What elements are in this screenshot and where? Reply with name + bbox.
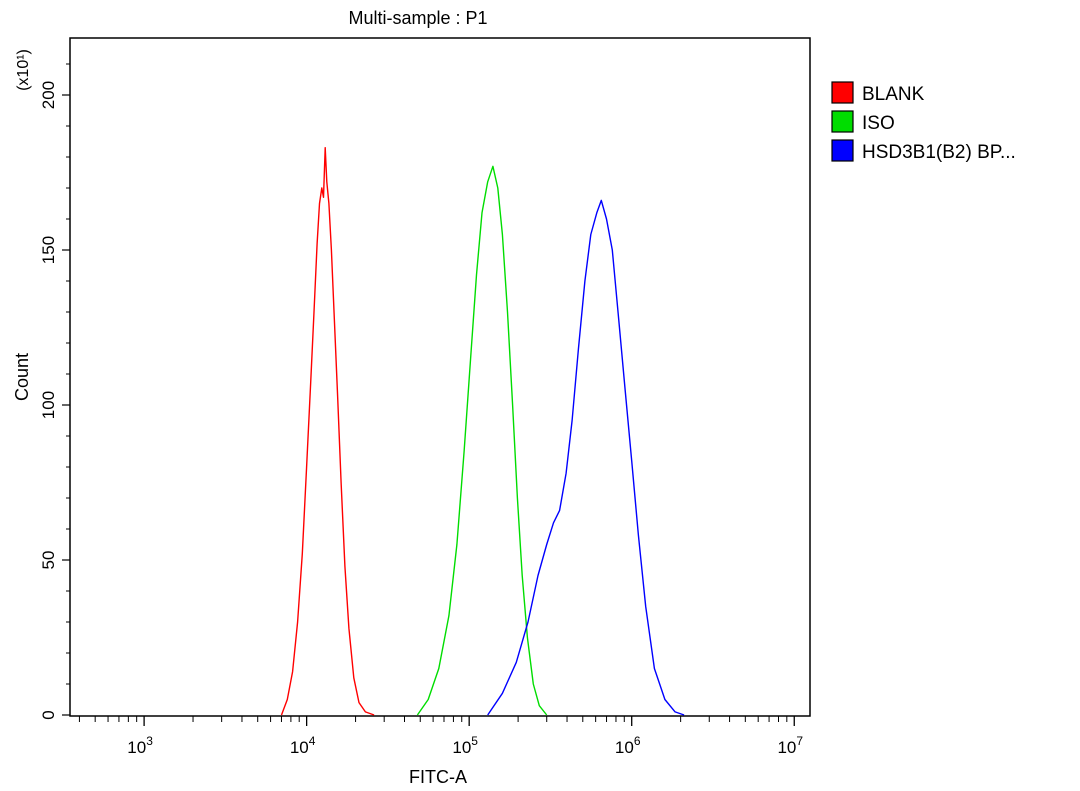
x-tick-exponent: 3 [146, 734, 153, 748]
y-axis-label: Count [12, 353, 32, 401]
x-tick-label: 106 [615, 734, 641, 757]
x-tick-exponent: 4 [309, 734, 316, 748]
series-line-hsd3b1 [487, 199, 685, 716]
x-tick-exponent: 7 [796, 734, 803, 748]
series-line-iso [416, 165, 548, 716]
x-tick-base: 10 [615, 738, 634, 757]
legend-label: BLANK [862, 84, 925, 105]
y-tick-label: 200 [39, 81, 58, 109]
legend: BLANK ISO HSD3B1(B2) BP... [831, 81, 1016, 163]
x-tick-label: 103 [127, 734, 153, 757]
x-tick-label: 104 [290, 734, 316, 757]
y-tick-label: 100 [39, 391, 58, 419]
legend-swatch [831, 81, 854, 104]
x-axis-label: FITC-A [409, 767, 467, 787]
y-tick-label: 50 [39, 551, 58, 570]
series-layer [280, 146, 685, 716]
series-line-blank [280, 146, 375, 716]
x-tick-base: 10 [290, 738, 309, 757]
y-axis-multiplier: (x10¹) [15, 49, 32, 91]
y-tick-label: 0 [39, 710, 58, 719]
y-tick-label: 150 [39, 236, 58, 264]
legend-label: HSD3B1(B2) BP... [862, 142, 1016, 163]
x-tick-base: 10 [127, 738, 146, 757]
x-axis: 103 104 105 106 107 [78, 716, 803, 757]
x-tick-base: 10 [777, 738, 796, 757]
x-tick-label: 105 [452, 734, 478, 757]
x-tick-base: 10 [452, 738, 471, 757]
legend-swatch [831, 139, 854, 162]
plot-frame [69, 37, 811, 717]
y-axis: 0 50 100 150 200 [39, 63, 70, 720]
x-tick-exponent: 5 [471, 734, 478, 748]
legend-label: ISO [862, 113, 895, 134]
x-tick-exponent: 6 [634, 734, 641, 748]
legend-swatch [831, 110, 854, 133]
chart-title: Multi-sample : P1 [348, 8, 487, 28]
x-tick-label: 107 [777, 734, 803, 757]
